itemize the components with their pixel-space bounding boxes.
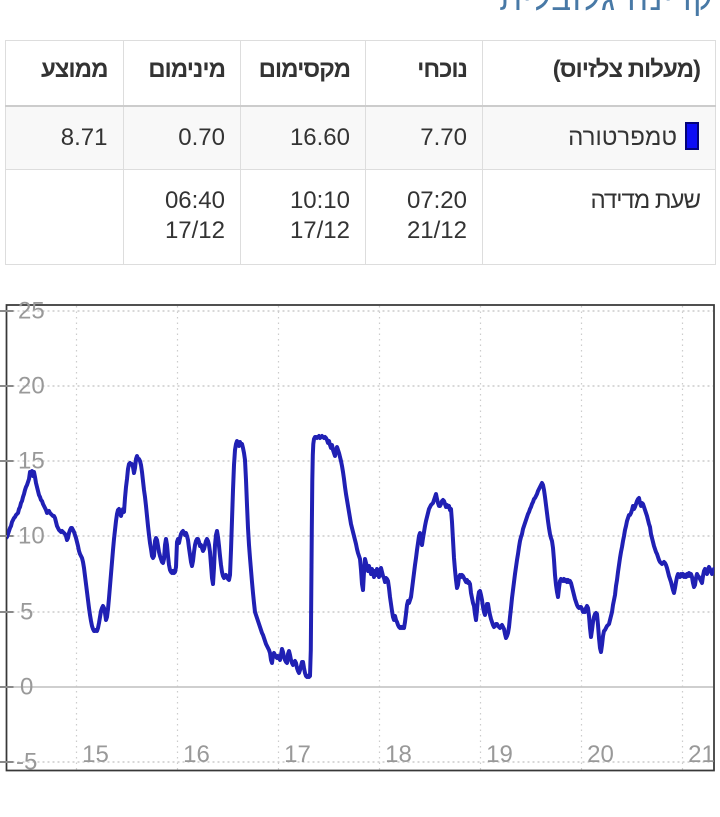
svg-text:21: 21 (688, 741, 715, 768)
svg-text:-5: -5 (16, 749, 37, 776)
svg-text:25: 25 (18, 298, 45, 325)
svg-text:20: 20 (18, 373, 45, 400)
svg-text:10: 10 (18, 523, 45, 550)
svg-text:5: 5 (20, 599, 33, 626)
svg-text:20: 20 (587, 741, 614, 768)
svg-text:19: 19 (486, 741, 513, 768)
svg-text:17: 17 (284, 741, 311, 768)
svg-text:16: 16 (183, 741, 210, 768)
svg-text:0: 0 (20, 674, 33, 701)
svg-text:18: 18 (385, 741, 412, 768)
svg-text:15: 15 (82, 741, 109, 768)
